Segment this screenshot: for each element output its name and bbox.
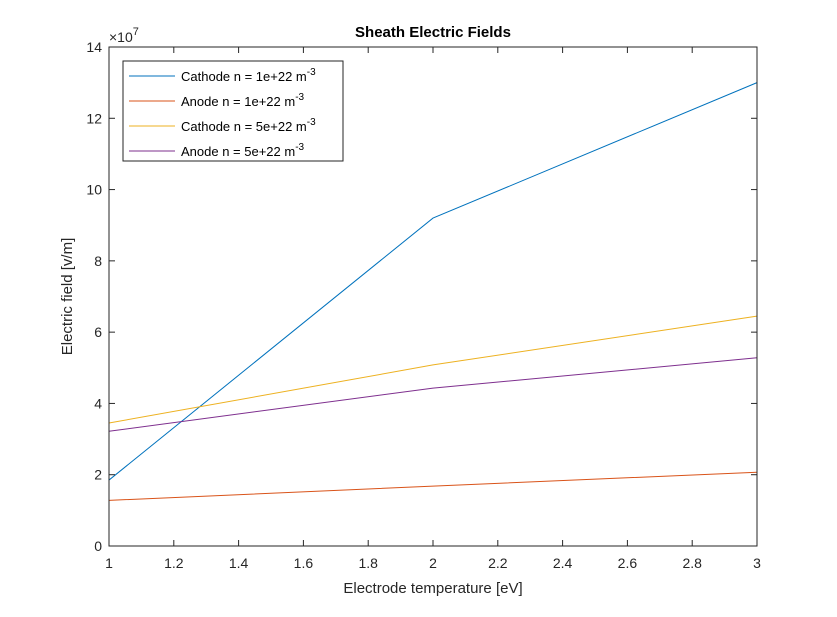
- x-tick-label: 1.4: [229, 555, 249, 571]
- x-tick-label: 2.8: [682, 555, 702, 571]
- legend-label-4: Anode n = 5e+22 m-3: [181, 142, 305, 159]
- x-axis-label: Electrode temperature [eV]: [343, 580, 522, 597]
- legend-label-3: Cathode n = 5e+22 m-3: [181, 117, 316, 134]
- x-tick-label: 1.2: [164, 555, 184, 571]
- legend-label-superscript: -3: [295, 92, 304, 103]
- series-line-4: [108, 357, 758, 432]
- legend-label-2: Anode n = 1e+22 m-3: [181, 92, 305, 109]
- y-tick-label: 14: [86, 39, 102, 55]
- series-line-1: [108, 82, 758, 481]
- legend-label-1: Cathode n = 1e+22 m-3: [181, 67, 316, 84]
- y-tick-label: 4: [94, 395, 102, 411]
- x-tick-label: 1.8: [358, 555, 378, 571]
- legend-label-text: Anode n = 1e+22 m: [181, 94, 295, 109]
- x-tick-label: 1.6: [294, 555, 314, 571]
- series-line-3: [108, 315, 758, 424]
- y-tick-label: 0: [94, 538, 102, 554]
- y-tick-label: 6: [94, 324, 102, 340]
- legend-label-superscript: -3: [307, 67, 316, 78]
- legend-box: [122, 60, 344, 162]
- x-tick-label: 2.2: [488, 555, 508, 571]
- x-tick-label: 1: [105, 555, 113, 571]
- y-axis-label: Electric field [v/m]: [59, 238, 76, 356]
- y-tick-label: 2: [94, 467, 102, 483]
- legend-label-text: Cathode n = 1e+22 m: [181, 69, 307, 84]
- chart-title: Sheath Electric Fields: [355, 24, 511, 41]
- legend-label-text: Anode n = 5e+22 m: [181, 144, 295, 159]
- legend-label-superscript: -3: [295, 142, 304, 153]
- x-tick-label: 2.4: [553, 555, 573, 571]
- y-axis-exponent: ×107: [109, 26, 139, 45]
- y-exponent-base: ×10: [109, 29, 133, 45]
- y-tick-label: 10: [86, 182, 102, 198]
- legend-label-superscript: -3: [307, 117, 316, 128]
- legend-label-text: Cathode n = 5e+22 m: [181, 119, 307, 134]
- x-tick-label: 2: [429, 555, 437, 571]
- x-tick-label: 3: [753, 555, 761, 571]
- x-tick-label: 2.6: [618, 555, 638, 571]
- y-tick-label: 12: [86, 110, 102, 126]
- y-exponent-power: 7: [133, 26, 139, 38]
- series-line-2: [108, 471, 758, 501]
- y-tick-label: 8: [94, 253, 102, 269]
